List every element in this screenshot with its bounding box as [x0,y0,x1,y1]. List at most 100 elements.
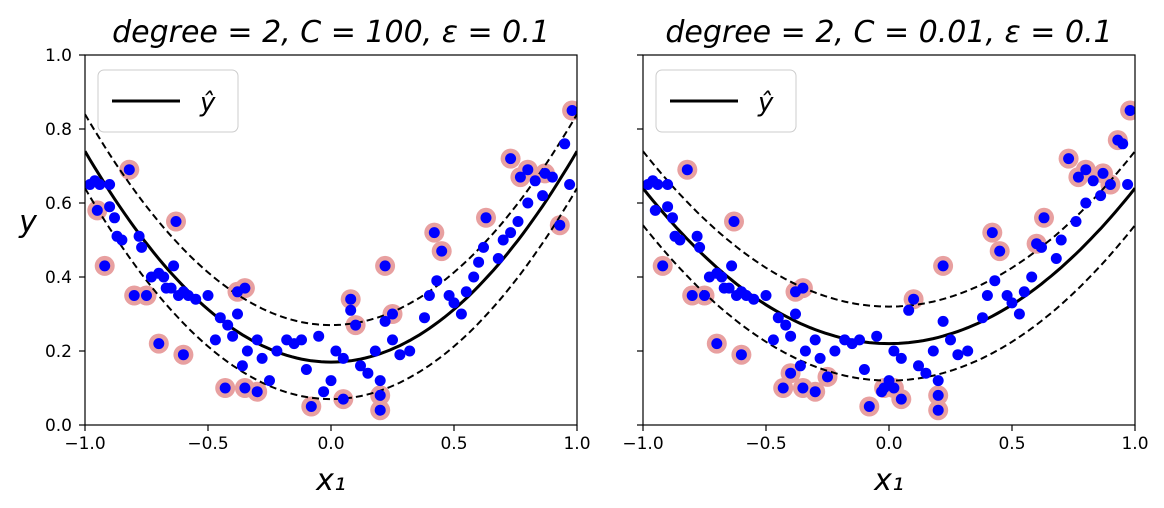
data-point [952,349,964,361]
data-point [797,382,809,394]
data-point [1038,212,1050,224]
data-point [305,401,317,412]
data-point [932,375,944,387]
data-point [394,349,406,361]
data-point [895,352,907,364]
data-point [1070,216,1082,227]
data-point [1072,171,1084,183]
x-tick-label: −1.0 [64,434,105,454]
data-point [1080,197,1092,209]
data-point [723,282,735,294]
data-point [829,345,841,357]
data-point [428,227,440,239]
data-point [760,290,772,301]
data-point [478,241,489,253]
data-point [94,179,106,190]
data-point [387,308,398,320]
data-point [241,345,253,357]
data-point [345,293,357,305]
data-point [797,282,809,294]
data-point [1026,271,1038,283]
data-point [104,201,116,213]
data-point [369,345,381,357]
data-point [566,105,577,116]
data-point [1104,179,1116,190]
data-point [492,253,504,264]
data-point [271,345,283,357]
x-tick-labels: −1.0 −0.5 0.0 0.5 1.0 [622,434,1148,454]
data-point [325,375,337,387]
data-point [559,138,571,150]
data-point [379,315,391,327]
x-axis-label: x₁ [315,463,346,498]
data-point [649,204,661,216]
upper-margin-line [85,113,577,327]
data-point [436,245,448,257]
data-point [667,212,678,224]
y-tick-label: 0.0 [45,416,72,436]
data-point [128,290,140,301]
legend: ŷ [655,69,797,133]
data-point [994,245,1006,257]
data-point [681,164,693,176]
data-point [1112,134,1124,146]
data-point [937,260,949,272]
y-tick-label: 0.2 [45,342,72,362]
data-point [735,349,747,361]
data-point [537,190,549,202]
plot-content [85,100,577,421]
data-point [927,345,939,357]
data-point [895,393,907,405]
data-point [981,290,993,301]
data-point [109,212,120,224]
data-point [908,293,920,305]
data-point [153,338,165,350]
data-point [251,386,263,398]
data-point [355,360,366,372]
data-point [1122,179,1134,190]
data-point [222,319,234,331]
data-point [932,389,944,401]
data-point [662,179,674,190]
legend-label: ŷ [757,88,774,118]
data-point [888,382,900,394]
data-point [419,312,430,324]
data-point [728,216,740,227]
data-point [99,260,111,272]
data-point [468,271,480,283]
data-point [133,230,145,242]
data-point [300,364,312,375]
x-tick-label: 0.0 [875,434,902,454]
data-point [652,179,664,190]
legend: ŷ [97,69,239,133]
data-point [564,179,576,190]
data-point [256,352,268,364]
data-point [814,352,826,364]
upper-margin-line [643,150,1135,308]
data-point [822,371,833,383]
plot-area [79,54,578,431]
data-point [711,338,723,350]
legend-label: ŷ [199,88,216,118]
data-point [1080,164,1092,176]
data-point [989,275,1001,287]
data-point [962,345,974,357]
data-point [431,275,443,287]
data-point [863,401,875,412]
data-point [264,375,275,387]
data-point [202,290,214,301]
data-point [404,345,416,357]
data-point [141,290,152,301]
data-point [1124,105,1135,116]
data-point [236,360,248,372]
data-point [123,164,135,176]
data-point [694,241,706,253]
data-point [505,227,517,239]
y-tick-labels: 0.0 0.2 0.4 0.6 0.8 1.0 [45,46,72,436]
data-point [529,175,541,187]
data-point [91,204,103,216]
data-point [522,164,534,176]
data-point [337,393,349,405]
data-point [460,286,472,298]
data-point [785,330,797,342]
